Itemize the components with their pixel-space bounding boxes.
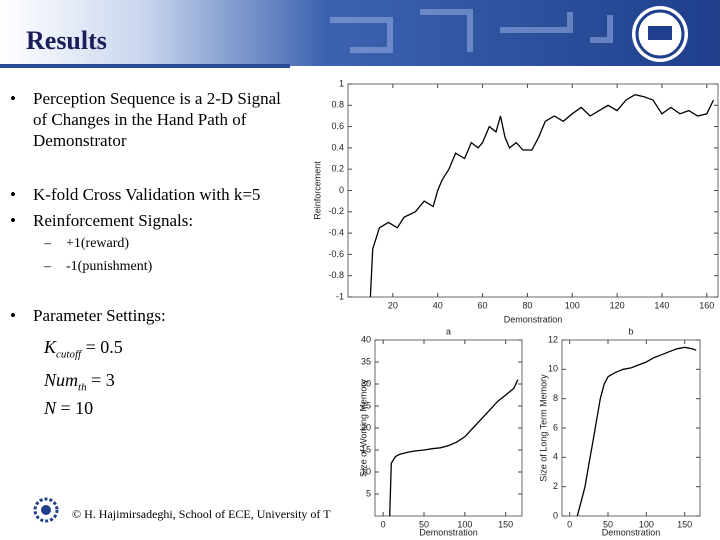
logo-mark xyxy=(648,26,672,40)
value: 3 xyxy=(105,370,115,390)
header-band xyxy=(0,0,720,66)
bullet-text: Reinforcement Signals: xyxy=(33,211,194,230)
bullet: • Reinforcement Signals: xyxy=(10,210,310,231)
subscript: th xyxy=(78,381,87,394)
bullet-text: Perception Sequence is a 2-D Signal of C… xyxy=(33,89,281,150)
header-rule xyxy=(0,64,290,68)
header-pattern xyxy=(330,9,613,53)
value: 10 xyxy=(75,398,94,418)
formula: Numth = 3 xyxy=(44,370,115,394)
sub-bullet: – -1(punishment) xyxy=(44,259,153,274)
footer-logo xyxy=(33,497,59,523)
sub-bullet-text: -1(punishment) xyxy=(66,259,153,274)
formula: N = 10 xyxy=(44,398,94,418)
chart-bg xyxy=(288,68,720,330)
symbol: N xyxy=(44,398,57,418)
footer: © H. Hajimirsadeghi, School of ECE, Univ… xyxy=(72,507,331,521)
value: 0.5 xyxy=(100,337,123,357)
bullet: • Perception Sequence is a 2-D Signal of … xyxy=(10,88,295,151)
bullet: • Parameter Settings: xyxy=(10,305,310,326)
subscript: cutoff xyxy=(56,348,82,361)
bullet-text: K-fold Cross Validation with k=5 xyxy=(33,185,261,204)
sub-bullet-text: +1(reward) xyxy=(66,236,130,251)
sub-bullet: – +1(reward) xyxy=(44,236,130,251)
bullet-text: Parameter Settings: xyxy=(33,306,166,325)
symbol: Num xyxy=(44,370,79,390)
slide-title: Results xyxy=(26,26,107,55)
symbol: K xyxy=(44,337,57,357)
bullet: • K-fold Cross Validation with k=5 xyxy=(10,184,310,205)
logo-ring xyxy=(635,9,685,59)
formula: Kcutoff = 0.5 xyxy=(44,337,123,361)
